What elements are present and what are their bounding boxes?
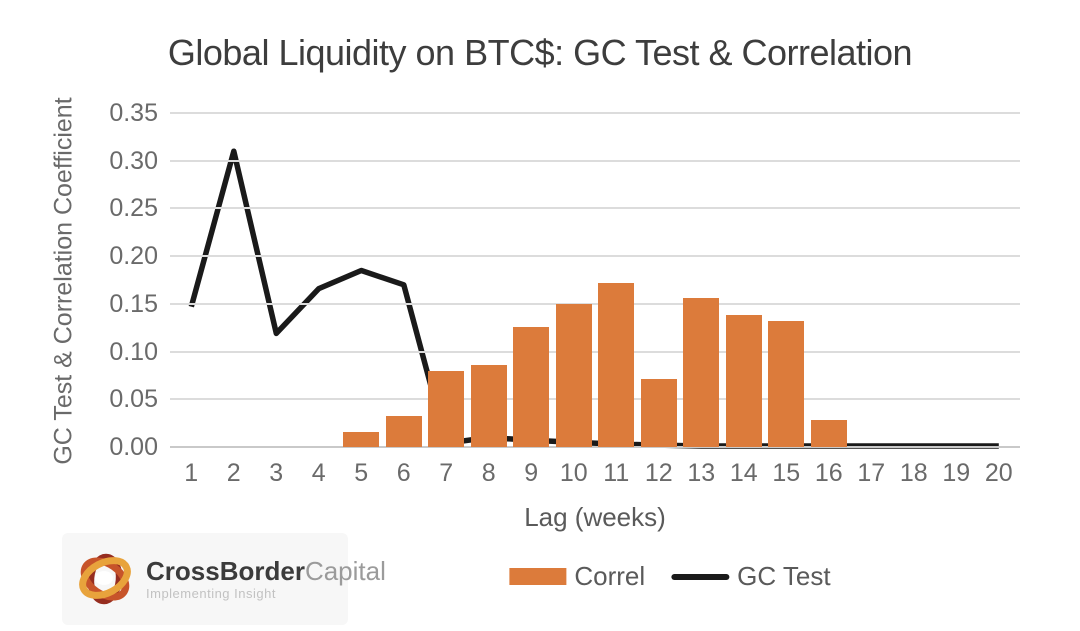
y-tick-label: 0.25 xyxy=(109,194,158,223)
x-tick-label: 12 xyxy=(644,459,673,487)
y-tick-label: 0.15 xyxy=(109,289,158,318)
x-tick-label: 14 xyxy=(729,459,758,487)
gridline xyxy=(170,159,1020,162)
x-tick-label: 18 xyxy=(899,459,928,487)
x-tick-label: 10 xyxy=(559,459,588,487)
y-tick-label: 0.20 xyxy=(109,242,158,271)
x-tick-label: 20 xyxy=(984,459,1013,487)
gridline xyxy=(170,207,1020,210)
x-tick-label: 11 xyxy=(603,459,630,487)
x-tick-label: 8 xyxy=(481,459,496,487)
logo-text: CrossBorderCapital Implementing Insight xyxy=(146,557,386,601)
legend-item-gc-test: GC Test xyxy=(671,561,831,592)
x-tick-label: 15 xyxy=(772,459,801,487)
x-tick-label: 7 xyxy=(439,459,454,487)
logo-brand-bold: CrossBorder xyxy=(146,556,305,586)
correl-bar-lag-14 xyxy=(725,315,762,447)
correl-bar-swatch-icon xyxy=(509,568,567,585)
crossborder-capital-logo: CrossBorderCapital Implementing Insight xyxy=(62,533,386,625)
correl-bar-lag-11 xyxy=(598,282,635,447)
legend-label-correl: Correl xyxy=(574,561,646,591)
chart-legend: Correl GC Test xyxy=(509,561,831,592)
x-tick-label: 9 xyxy=(524,459,539,487)
logo-swirl-icon xyxy=(79,553,131,605)
y-tick-label: 0.35 xyxy=(109,99,158,127)
x-tick-label: 1 xyxy=(184,459,199,487)
gc-test-line-series xyxy=(188,148,999,449)
x-tick-label: 3 xyxy=(269,459,284,487)
gridline xyxy=(170,302,1020,305)
logo-brand-name: CrossBorderCapital xyxy=(146,557,386,585)
gridline xyxy=(170,255,1020,258)
x-tick-label: 13 xyxy=(687,459,716,487)
correl-bar-lag-6 xyxy=(385,416,422,447)
legend-label-gc-test: GC Test xyxy=(737,561,831,591)
chart-title: Global Liquidity on BTC$: GC Test & Corr… xyxy=(167,32,913,73)
plot-area xyxy=(170,112,1020,449)
x-tick-label: 5 xyxy=(354,459,369,487)
correl-bar-lag-5 xyxy=(343,431,380,447)
y-axis-title: GC Test & Correlation Coefficient xyxy=(49,97,78,465)
y-tick-label: 0.05 xyxy=(109,385,158,414)
gridline xyxy=(170,112,1020,114)
correl-bar-lag-15 xyxy=(768,321,805,447)
y-axis-tick-labels: 0.00 0.05 0.10 0.15 0.20 0.25 0.30 0.35 xyxy=(88,100,158,460)
correl-bar-lag-9 xyxy=(513,326,550,447)
gc-test-line xyxy=(188,148,999,449)
x-axis-title: Lag (weeks) xyxy=(524,502,666,532)
logo-brand-light: Capital xyxy=(304,556,386,586)
x-tick-label: 2 xyxy=(226,459,241,487)
legend-item-correl: Correl xyxy=(509,561,645,592)
x-tick-label: 19 xyxy=(942,459,971,487)
x-tick-label: 16 xyxy=(814,459,843,487)
logo-tagline: Implementing Insight xyxy=(146,586,276,601)
gridline xyxy=(170,398,1020,401)
y-tick-label: 0.10 xyxy=(109,337,158,366)
gridline xyxy=(170,446,1020,448)
correl-bar-lag-12 xyxy=(640,379,677,447)
correl-bar-lag-7 xyxy=(428,370,465,447)
x-tick-label: 6 xyxy=(396,459,411,487)
x-tick-label: 4 xyxy=(311,459,326,487)
x-axis-tick-labels: 1 2 3 4 5 6 7 8 9 10 11 12 13 14 15 16 17 18 19 20 xyxy=(170,459,1020,489)
y-tick-label: 0.30 xyxy=(109,146,158,175)
correl-bar-lag-8 xyxy=(470,364,507,447)
correl-bar-lag-10 xyxy=(555,303,592,447)
gc-test-line-swatch-icon xyxy=(671,573,730,580)
correl-bar-lag-13 xyxy=(683,298,720,447)
y-tick-label: 0.00 xyxy=(109,433,158,461)
x-tick-label: 17 xyxy=(857,459,886,487)
correl-bar-lag-16 xyxy=(810,420,847,447)
gridline xyxy=(170,350,1020,353)
